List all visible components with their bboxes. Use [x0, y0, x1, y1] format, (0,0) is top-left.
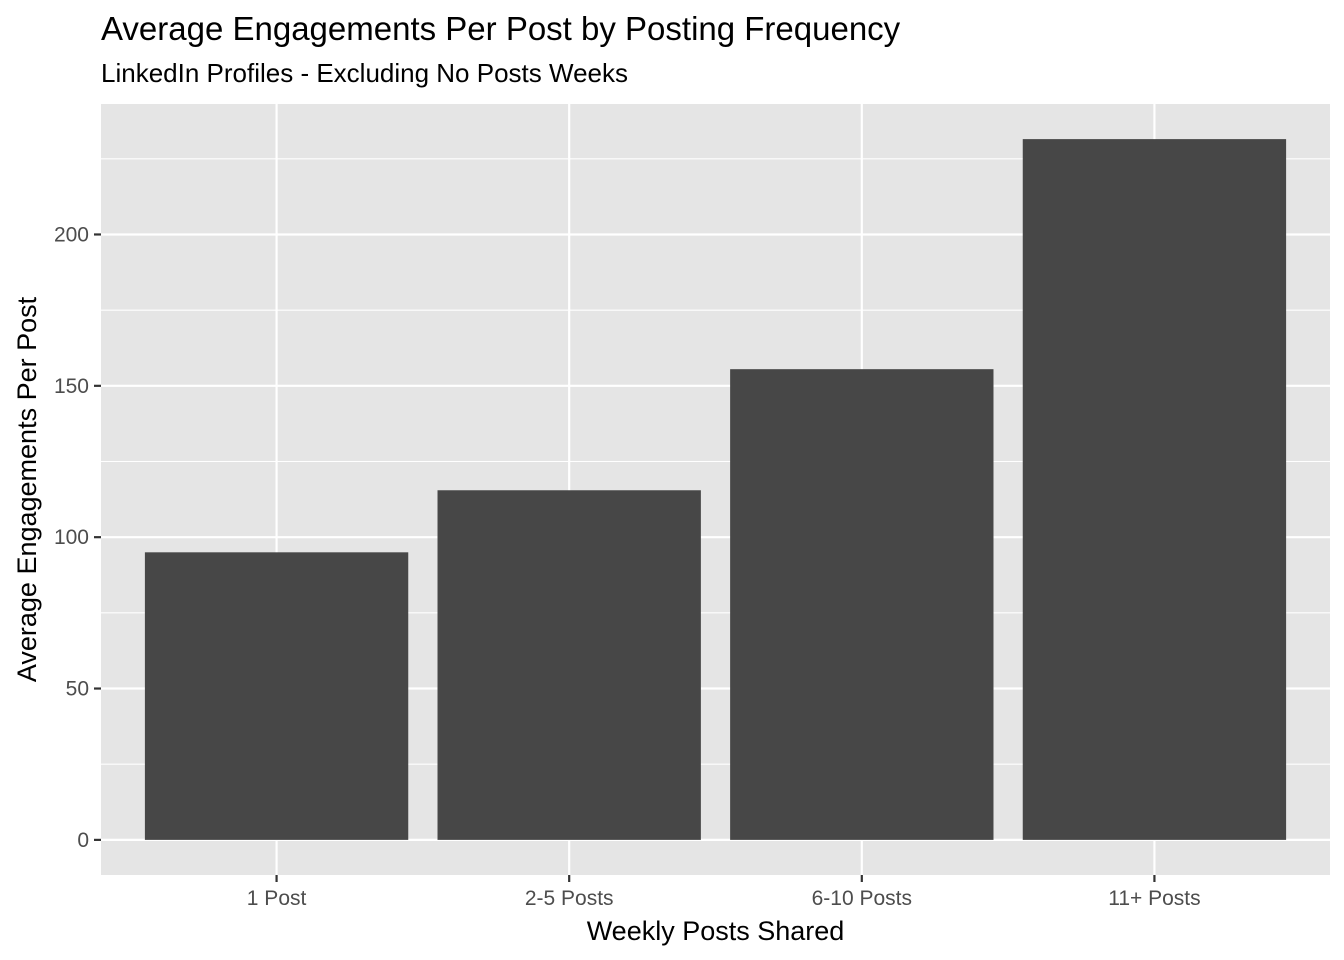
- x-axis-title: Weekly Posts Shared: [587, 916, 845, 946]
- y-tick-label: 0: [77, 829, 89, 852]
- y-axis: 0 50 100 150 200: [54, 223, 101, 852]
- x-tick-label: 6-10 Posts: [812, 887, 912, 910]
- chart-title: Average Engagements Per Post by Posting …: [101, 10, 901, 47]
- bar: [1022, 139, 1287, 840]
- x-tick-label: 2-5 Posts: [525, 887, 614, 910]
- x-axis: 1 Post 2-5 Posts 6-10 Posts 11+ Posts: [247, 875, 1201, 910]
- bar: [730, 369, 994, 840]
- y-tick-label: 100: [54, 526, 89, 549]
- bars: [144, 139, 1287, 840]
- y-tick-label: 150: [54, 375, 89, 398]
- x-tick-label: 1 Post: [247, 887, 307, 910]
- x-tick-label: 11+ Posts: [1108, 887, 1200, 910]
- y-tick-label: 200: [54, 223, 89, 246]
- bar: [437, 490, 701, 840]
- chart-subtitle: LinkedIn Profiles - Excluding No Posts W…: [101, 58, 628, 88]
- y-axis-title: Average Engagements Per Post: [12, 296, 42, 682]
- y-tick-label: 50: [66, 678, 89, 701]
- bar: [144, 552, 409, 840]
